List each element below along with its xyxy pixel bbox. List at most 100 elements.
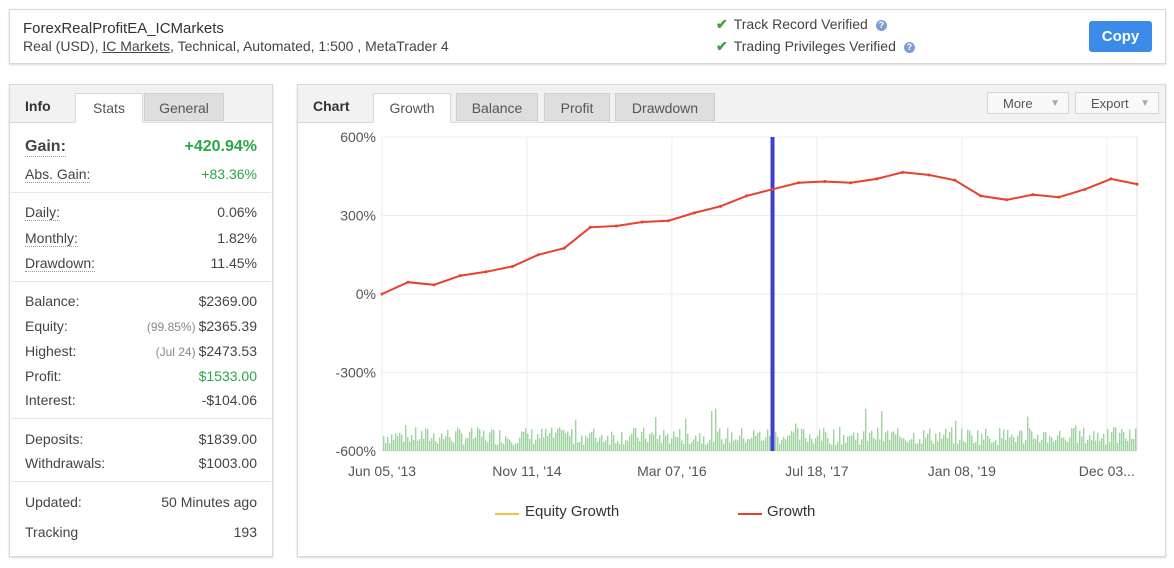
- volume-bar: [1091, 439, 1093, 451]
- volume-bar: [415, 427, 417, 451]
- volume-bar: [399, 432, 401, 451]
- volume-bar: [567, 431, 569, 451]
- volume-bar: [755, 435, 757, 451]
- abs-gain-label[interactable]: Abs. Gain:: [25, 166, 91, 183]
- monthly-label[interactable]: Monthly:: [25, 230, 78, 247]
- volume-bar: [739, 435, 741, 451]
- volume-bar: [581, 435, 583, 451]
- tab-drawdown[interactable]: Drawdown: [615, 93, 715, 121]
- export-dropdown[interactable]: Export ▼: [1075, 92, 1159, 114]
- deposits-value: $1839.00: [198, 431, 257, 447]
- volume-bar: [725, 438, 727, 451]
- volume-bar: [483, 430, 485, 451]
- growth-point: [771, 187, 775, 191]
- help-icon[interactable]: ?: [903, 42, 915, 53]
- volume-bar: [1009, 437, 1011, 451]
- volume-bar: [1059, 430, 1061, 451]
- growth-point: [979, 194, 983, 198]
- volume-bar: [1125, 438, 1127, 451]
- drawdown-label[interactable]: Drawdown:: [25, 255, 96, 272]
- account-name[interactable]: ForexRealProfitEA_ICMarkets: [23, 20, 224, 37]
- volume-bar: [481, 436, 483, 451]
- volume-bar: [819, 429, 821, 451]
- volume-bar: [767, 429, 769, 451]
- y-tick-label: 300%: [340, 208, 376, 224]
- volume-bar: [797, 428, 799, 451]
- volume-bar: [609, 444, 611, 451]
- volume-bar: [887, 430, 889, 451]
- balance-label: Balance:: [25, 293, 80, 309]
- trading-privileges-label: Trading Privileges Verified: [733, 38, 896, 54]
- more-dropdown[interactable]: More ▼: [987, 92, 1069, 114]
- volume-bar: [949, 431, 951, 451]
- growth-point: [1135, 182, 1139, 186]
- account-type: Real (USD),: [23, 38, 99, 54]
- volume-bar: [467, 437, 469, 451]
- daily-label[interactable]: Daily:: [25, 204, 61, 221]
- volume-bar: [541, 428, 543, 451]
- equity-label: Equity:: [25, 318, 68, 334]
- legend-equity-growth[interactable]: Equity Growth: [525, 503, 620, 520]
- volume-bar: [649, 433, 651, 451]
- volume-bar: [721, 439, 723, 451]
- volume-bar: [785, 439, 787, 451]
- volume-bar: [473, 438, 475, 451]
- volume-bar: [471, 427, 473, 451]
- x-tick-label: Nov 11, '14: [492, 463, 562, 479]
- tab-balance[interactable]: Balance: [456, 93, 538, 121]
- growth-point: [484, 270, 488, 274]
- tab-profit[interactable]: Profit: [544, 93, 610, 121]
- volume-bar: [389, 443, 391, 451]
- growth-point: [1057, 195, 1061, 199]
- volume-bar: [1109, 441, 1111, 451]
- volume-bar: [751, 437, 753, 451]
- growth-chart[interactable]: 600% 300% 0% -300% -600% Jun 05, '13 Nov 11, '…: [298, 85, 1165, 556]
- volume-bar: [533, 443, 535, 451]
- broker-link[interactable]: IC Markets: [102, 38, 171, 54]
- volume-bar: [939, 432, 941, 451]
- profit-value: $1533.00: [198, 368, 257, 384]
- legend-growth[interactable]: Growth: [767, 503, 816, 520]
- help-icon[interactable]: ?: [875, 20, 887, 31]
- volume-bar: [851, 434, 853, 451]
- volume-bar: [813, 443, 815, 451]
- volume-bar: [1011, 434, 1013, 451]
- volume-bar: [529, 438, 531, 451]
- volume-bar: [431, 437, 433, 451]
- volume-bar: [987, 435, 989, 451]
- volume-bar: [495, 444, 497, 451]
- volume-bar: [847, 436, 849, 451]
- volume-bar: [841, 444, 843, 451]
- tab-stats[interactable]: Stats: [75, 93, 143, 123]
- volume-bar: [691, 442, 693, 451]
- volume-bar: [1053, 441, 1055, 451]
- volume-bar: [1035, 438, 1037, 451]
- volume-bar: [1037, 434, 1039, 451]
- volume-bar: [1005, 440, 1007, 451]
- volume-bar: [923, 429, 925, 451]
- volume-bar: [981, 433, 983, 451]
- volume-bar: [387, 437, 389, 451]
- growth-point: [666, 219, 670, 223]
- volume-bar: [453, 442, 455, 451]
- tab-general[interactable]: General: [144, 93, 224, 121]
- volume-bar: [705, 444, 707, 451]
- drawdown-value: 11.45%: [210, 255, 257, 271]
- volume-bar: [891, 431, 893, 451]
- volume-bar: [409, 441, 411, 451]
- volume-bar: [615, 443, 617, 451]
- volume-bar: [607, 435, 609, 451]
- volume-bar: [1065, 440, 1067, 451]
- copy-button[interactable]: Copy: [1089, 21, 1152, 52]
- volume-bar: [769, 436, 771, 451]
- volume-bar: [555, 432, 557, 451]
- volume-bar: [585, 435, 587, 451]
- volume-bar: [1019, 430, 1021, 451]
- tab-growth[interactable]: Growth: [373, 93, 451, 123]
- volume-bar: [919, 439, 921, 451]
- volume-bar: [577, 442, 579, 451]
- volume-bar: [783, 436, 785, 451]
- gain-label[interactable]: Gain:: [25, 138, 66, 157]
- volume-bar: [1001, 437, 1003, 451]
- highest-date: (Jul 24): [155, 345, 196, 359]
